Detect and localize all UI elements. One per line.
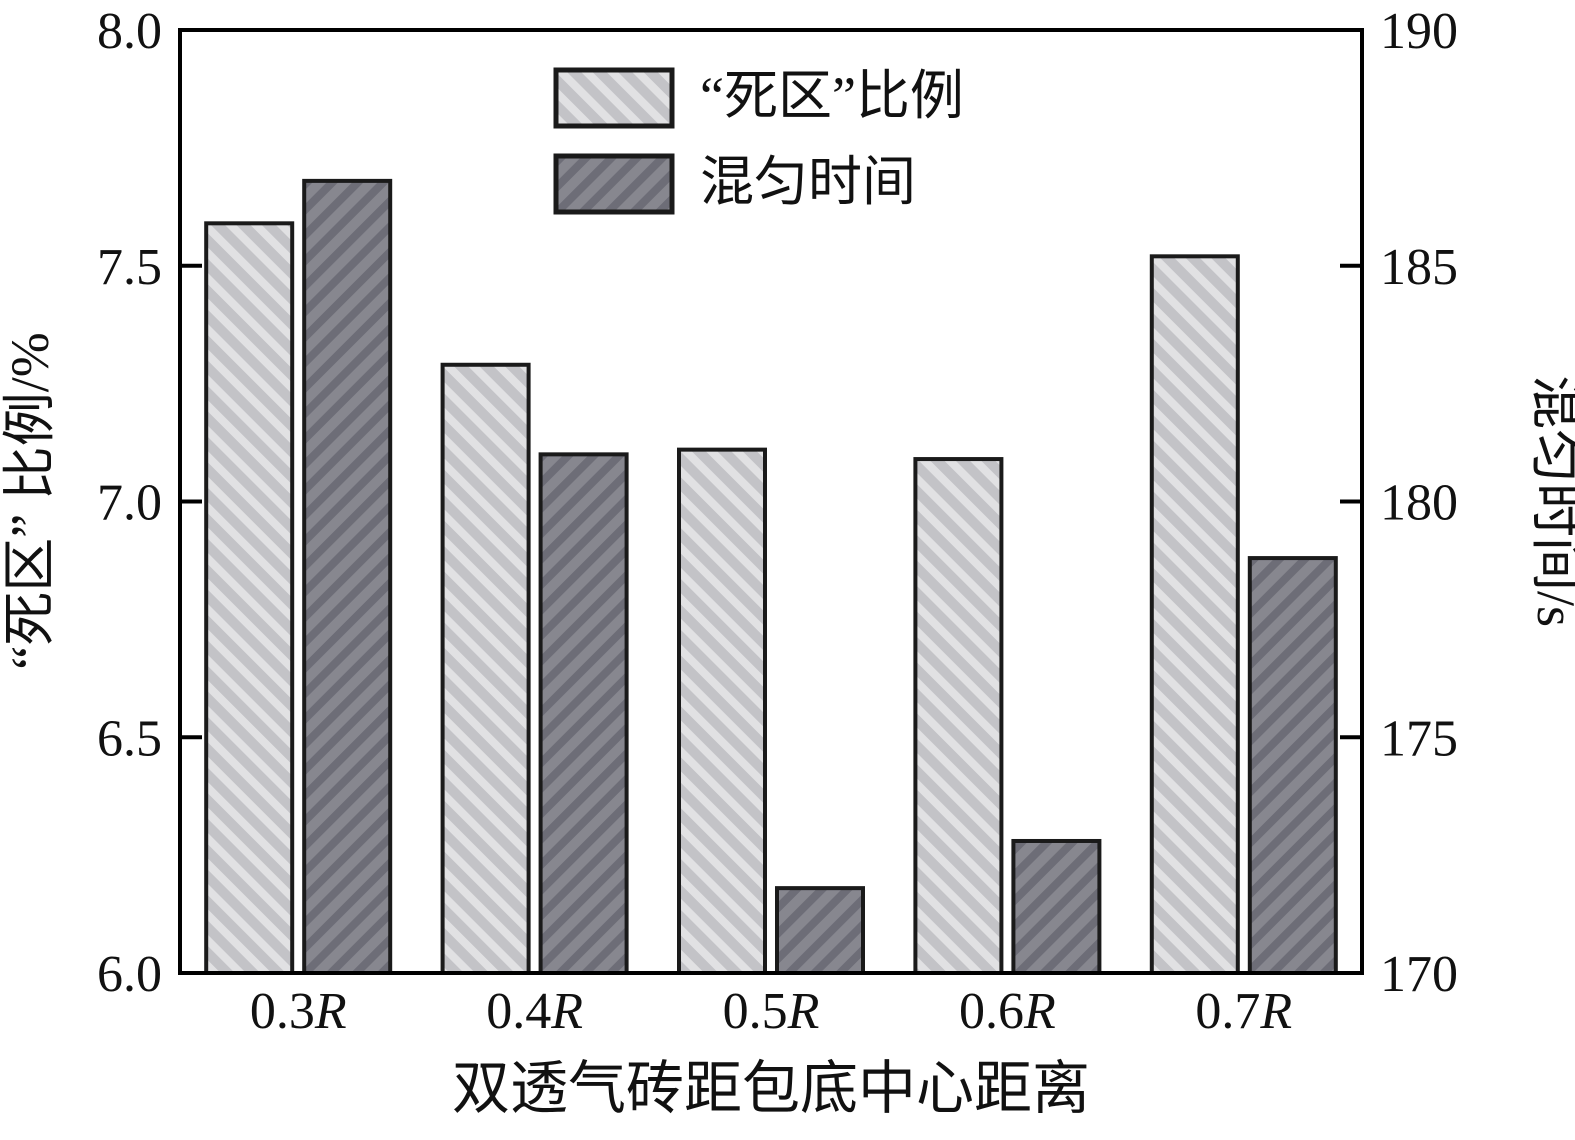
- bar-dead-zone-ratio: [440, 362, 531, 975]
- left-tick-label: 7.5: [97, 239, 162, 296]
- bar-mixing-time: [1247, 556, 1338, 976]
- right-tick-label: 180: [1380, 475, 1458, 532]
- x-tick-label: 0.6R: [959, 983, 1056, 1040]
- legend-label-mixing-time: 混匀时间: [700, 152, 916, 212]
- legend-swatch-dead-zone: [553, 67, 675, 129]
- x-tick-label: 0.5R: [723, 983, 820, 1040]
- x-axis-title: 双透气砖距包底中心距离: [452, 1056, 1090, 1121]
- bar-dead-zone-ratio: [204, 221, 295, 975]
- right-tick-label: 175: [1380, 710, 1458, 767]
- bars-layer: [204, 178, 1338, 976]
- bar-mixing-time: [1011, 838, 1102, 975]
- bar-mixing-time: [775, 886, 865, 976]
- legend-swatch-mixing-time: [553, 153, 675, 215]
- bar-mixing-time: [538, 452, 629, 976]
- right-tick-label: 190: [1380, 3, 1458, 60]
- x-tick-label: 0.7R: [1195, 983, 1292, 1040]
- left-tick-label: 8.0: [97, 3, 162, 60]
- right-tick-label: 185: [1380, 239, 1458, 296]
- left-tick-label: 7.0: [97, 475, 162, 532]
- bar-dead-zone-ratio: [1149, 254, 1240, 975]
- x-tick-label: 0.3R: [250, 983, 347, 1040]
- bar-dead-zone-ratio: [677, 447, 767, 975]
- right-axis-title: 混匀时间/s: [1526, 375, 1575, 627]
- left-tick-label: 6.0: [97, 946, 162, 1003]
- left-tick-label: 6.5: [97, 710, 162, 767]
- bar-dead-zone-ratio: [913, 457, 1004, 975]
- legend-label-dead-zone: “死区”比例: [700, 66, 964, 126]
- left-axis-title: “死区” 比例/%: [0, 332, 60, 669]
- axes-layer: 0.3R 0.4R 0.5R 0.6R 0.7R 6.0 6.5 7.0 7.5 8.0 170 17…: [97, 3, 1458, 1040]
- right-tick-label: 170: [1380, 946, 1458, 1003]
- x-tick-label: 0.4R: [486, 983, 583, 1040]
- plot-border: [178, 28, 1364, 975]
- legend: “死区”比例 混匀时间: [553, 66, 964, 215]
- bar-mixing-time: [302, 178, 393, 975]
